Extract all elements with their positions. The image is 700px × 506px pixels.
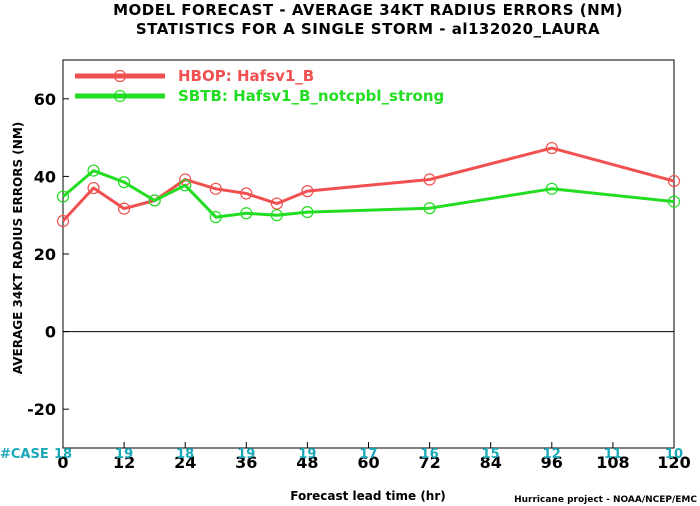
x-tick-label: 84 — [480, 453, 502, 472]
case-count: 19 — [115, 447, 133, 462]
series-line — [61, 146, 675, 223]
case-count: 18 — [176, 447, 194, 462]
series-2 — [56, 164, 681, 224]
data-point — [545, 141, 558, 155]
x-tick-label: 60 — [357, 453, 379, 472]
case-count: 15 — [482, 447, 500, 462]
y-tick-label: 40 — [34, 167, 56, 186]
x-tick-label: 0 — [57, 453, 68, 472]
data-point — [240, 207, 253, 220]
data-point — [270, 197, 283, 210]
series-layer — [56, 141, 681, 228]
data-point — [209, 211, 222, 224]
x-tick-label: 24 — [174, 453, 196, 472]
x-tick-label: 120 — [657, 453, 690, 472]
y-tick-label: 60 — [34, 90, 56, 109]
data-point — [117, 176, 131, 189]
x-tick-label: 108 — [596, 453, 629, 472]
data-point — [148, 194, 161, 207]
data-point — [667, 195, 681, 208]
data-point — [667, 174, 681, 188]
x-tick-label: 72 — [418, 453, 440, 472]
x-tick-label: 12 — [113, 453, 135, 472]
case-count: 17 — [359, 447, 377, 462]
y-axis-label: AVERAGE 34KT RADIUS ERRORS (NM) — [11, 122, 25, 374]
case-count: 19 — [298, 447, 316, 462]
data-point — [209, 182, 222, 195]
x-tick-label: 36 — [235, 453, 257, 472]
case-count: 16 — [421, 447, 439, 462]
series-line — [62, 169, 675, 219]
data-point — [87, 181, 100, 195]
data-point — [179, 179, 192, 192]
data-point — [545, 182, 558, 195]
case-count: 18 — [54, 447, 72, 462]
case-counts: 18 19 18 19 19 17 16 15 12 11 10 — [54, 447, 683, 462]
data-point — [240, 187, 253, 200]
data-point — [87, 164, 100, 177]
case-count: 11 — [604, 447, 622, 462]
case-count: 19 — [237, 447, 255, 462]
case-count: 12 — [543, 447, 561, 462]
x-axis-label: Forecast lead time (hr) — [290, 489, 446, 503]
data-point — [56, 214, 70, 228]
legend-label: SBTB: Hafsv1_B_notcpbl_strong — [178, 87, 444, 105]
data-point — [117, 202, 131, 215]
legend-label: HBOP: Hafsv1_B — [178, 67, 314, 85]
data-point — [423, 173, 436, 186]
x-axis: 0 12 24 36 48 60 72 84 96 108 120 — [57, 442, 691, 472]
plot-frame — [62, 59, 675, 449]
data-point — [56, 190, 70, 203]
chart-subtitle: STATISTICS FOR A SINGLE STORM - al132020… — [136, 20, 600, 38]
data-point — [301, 205, 314, 219]
data-point — [301, 185, 314, 198]
case-label: #CASE — [0, 447, 49, 462]
y-tick-label: 20 — [34, 245, 56, 264]
y-tick-label: 0 — [45, 323, 56, 342]
chart-title: MODEL FORECAST - AVERAGE 34KT RADIUS ERR… — [113, 1, 623, 19]
data-point — [423, 202, 436, 215]
data-point — [270, 209, 283, 222]
case-count: 10 — [665, 447, 683, 462]
credit-text: Hurricane project - NOAA/NCEP/EMC — [514, 495, 697, 505]
y-tick-label: -20 — [27, 400, 56, 419]
x-tick-label: 96 — [541, 453, 563, 472]
y-axis: -20 0 20 40 60 — [27, 90, 69, 419]
legend-marker — [113, 69, 127, 83]
legend-marker — [113, 89, 127, 103]
series-1 — [56, 141, 681, 228]
legend: HBOP: Hafsv1_B SBTB: Hafsv1_B_notcpbl_str… — [75, 67, 444, 105]
x-tick-label: 48 — [296, 453, 318, 472]
